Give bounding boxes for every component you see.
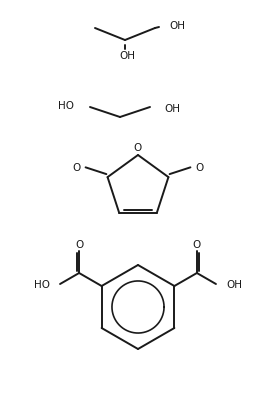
Text: HO: HO: [34, 280, 50, 290]
Text: HO: HO: [58, 101, 74, 111]
Text: O: O: [193, 240, 201, 250]
Text: OH: OH: [164, 104, 180, 114]
Text: OH: OH: [169, 21, 185, 31]
Text: OH: OH: [226, 280, 242, 290]
Text: O: O: [195, 163, 203, 173]
Text: O: O: [73, 163, 81, 173]
Text: OH: OH: [119, 51, 135, 61]
Text: O: O: [134, 143, 142, 153]
Text: O: O: [75, 240, 83, 250]
